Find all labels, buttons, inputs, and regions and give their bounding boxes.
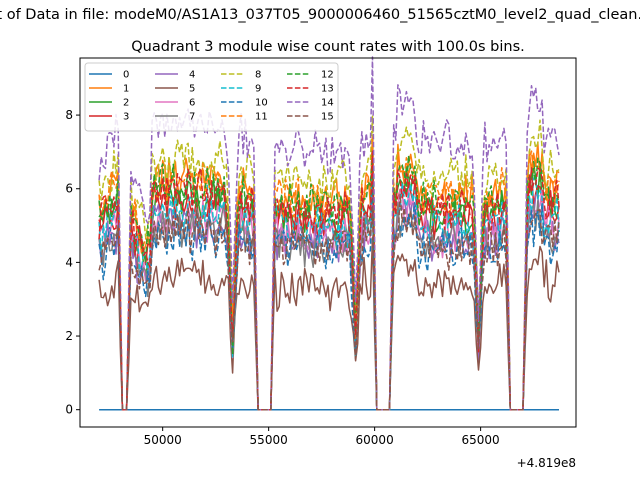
axes-frame [79, 57, 577, 428]
y-axis: 0 2 4 6 8 [65, 108, 80, 417]
series-line-5 [98, 236, 560, 411]
y-tick-label: 8 [65, 108, 73, 122]
legend-label-14: 14 [321, 98, 334, 109]
legend-label-2: 2 [123, 98, 129, 109]
legend-label-15: 15 [321, 112, 334, 123]
y-tick-label: 6 [65, 182, 73, 196]
suptitle: Plot of Data in file: modeM0/AS1A13_037T… [0, 7, 640, 23]
legend-box [84, 62, 339, 132]
legend-label-11: 11 [255, 112, 268, 123]
legend-label-7: 7 [189, 112, 195, 123]
legend-label-9: 9 [255, 84, 261, 95]
y-tick-label: 2 [65, 329, 73, 343]
chart-title: Quadrant 3 module wise count rates with … [131, 39, 525, 55]
legend-label-8: 8 [255, 70, 261, 81]
legend-label-10: 10 [255, 98, 268, 109]
legend-label-3: 3 [123, 112, 129, 123]
y-tick-label: 0 [65, 403, 73, 417]
legend-label-4: 4 [189, 70, 195, 81]
series-line-15 [98, 193, 560, 411]
legend-label-1: 1 [123, 84, 129, 95]
series-line-8 [98, 115, 560, 411]
x-axis: 50000 55000 60000 65000 [144, 427, 500, 447]
legend-label-13: 13 [321, 84, 334, 95]
y-tick-label: 4 [65, 255, 73, 269]
legend-label-12: 12 [321, 70, 334, 81]
x-tick-label: 65000 [462, 433, 500, 447]
legend-label-6: 6 [189, 98, 195, 109]
x-tick-label: 55000 [250, 433, 288, 447]
series-line-10 [98, 184, 560, 411]
x-tick-label: 60000 [356, 433, 394, 447]
x-tick-label: 50000 [144, 433, 182, 447]
legend-label-0: 0 [123, 70, 129, 81]
series-line-13 [98, 150, 560, 411]
x-offset-label: +4.819e8 [517, 456, 576, 470]
legend-label-5: 5 [189, 84, 195, 95]
